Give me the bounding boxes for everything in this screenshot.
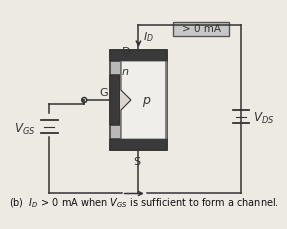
Text: S: S bbox=[133, 157, 140, 167]
Bar bbox=[110, 50, 167, 61]
Bar bbox=[110, 139, 167, 150]
Text: n: n bbox=[122, 68, 129, 77]
Text: p: p bbox=[142, 93, 150, 106]
Bar bbox=[120, 61, 167, 139]
Bar bbox=[173, 22, 229, 36]
Bar bbox=[110, 75, 120, 125]
Bar bbox=[110, 50, 167, 150]
Text: D: D bbox=[122, 47, 130, 57]
Text: > 0 mA: > 0 mA bbox=[182, 24, 220, 34]
Text: (b)  $I_D$ > 0 mA when $V_{GS}$ is sufficient to form a channel.: (b) $I_D$ > 0 mA when $V_{GS}$ is suffic… bbox=[9, 197, 278, 210]
Text: G: G bbox=[99, 88, 108, 98]
Text: $I_D$: $I_D$ bbox=[143, 30, 154, 44]
Text: $V_{GS}$: $V_{GS}$ bbox=[14, 122, 36, 137]
Polygon shape bbox=[121, 61, 166, 139]
Text: $V_{DS}$: $V_{DS}$ bbox=[253, 111, 274, 126]
